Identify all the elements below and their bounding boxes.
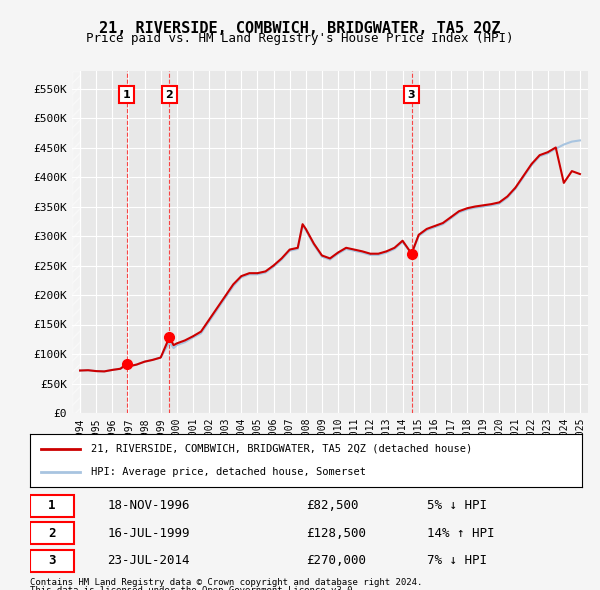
Text: Price paid vs. HM Land Registry's House Price Index (HPI): Price paid vs. HM Land Registry's House … <box>86 32 514 45</box>
Text: £270,000: £270,000 <box>306 555 366 568</box>
FancyBboxPatch shape <box>30 495 74 517</box>
Text: 14% ↑ HPI: 14% ↑ HPI <box>427 527 495 540</box>
FancyBboxPatch shape <box>30 522 74 545</box>
Text: 5% ↓ HPI: 5% ↓ HPI <box>427 500 487 513</box>
Text: 7% ↓ HPI: 7% ↓ HPI <box>427 555 487 568</box>
Text: 2: 2 <box>166 90 173 100</box>
Text: 3: 3 <box>49 555 56 568</box>
Text: 1: 1 <box>49 500 56 513</box>
Bar <box>72 71 80 413</box>
FancyBboxPatch shape <box>30 550 74 572</box>
Text: Contains HM Land Registry data © Crown copyright and database right 2024.: Contains HM Land Registry data © Crown c… <box>30 578 422 587</box>
Text: £82,500: £82,500 <box>306 500 359 513</box>
Text: 21, RIVERSIDE, COMBWICH, BRIDGWATER, TA5 2QZ (detached house): 21, RIVERSIDE, COMBWICH, BRIDGWATER, TA5… <box>91 444 472 454</box>
Text: 2: 2 <box>49 527 56 540</box>
Text: 21, RIVERSIDE, COMBWICH, BRIDGWATER, TA5 2QZ: 21, RIVERSIDE, COMBWICH, BRIDGWATER, TA5… <box>99 21 501 35</box>
Text: 16-JUL-1999: 16-JUL-1999 <box>107 527 190 540</box>
Text: HPI: Average price, detached house, Somerset: HPI: Average price, detached house, Some… <box>91 467 366 477</box>
Text: This data is licensed under the Open Government Licence v3.0.: This data is licensed under the Open Gov… <box>30 586 358 590</box>
Text: £128,500: £128,500 <box>306 527 366 540</box>
Text: 1: 1 <box>122 90 130 100</box>
Text: 18-NOV-1996: 18-NOV-1996 <box>107 500 190 513</box>
Text: 3: 3 <box>408 90 415 100</box>
Text: 23-JUL-2014: 23-JUL-2014 <box>107 555 190 568</box>
